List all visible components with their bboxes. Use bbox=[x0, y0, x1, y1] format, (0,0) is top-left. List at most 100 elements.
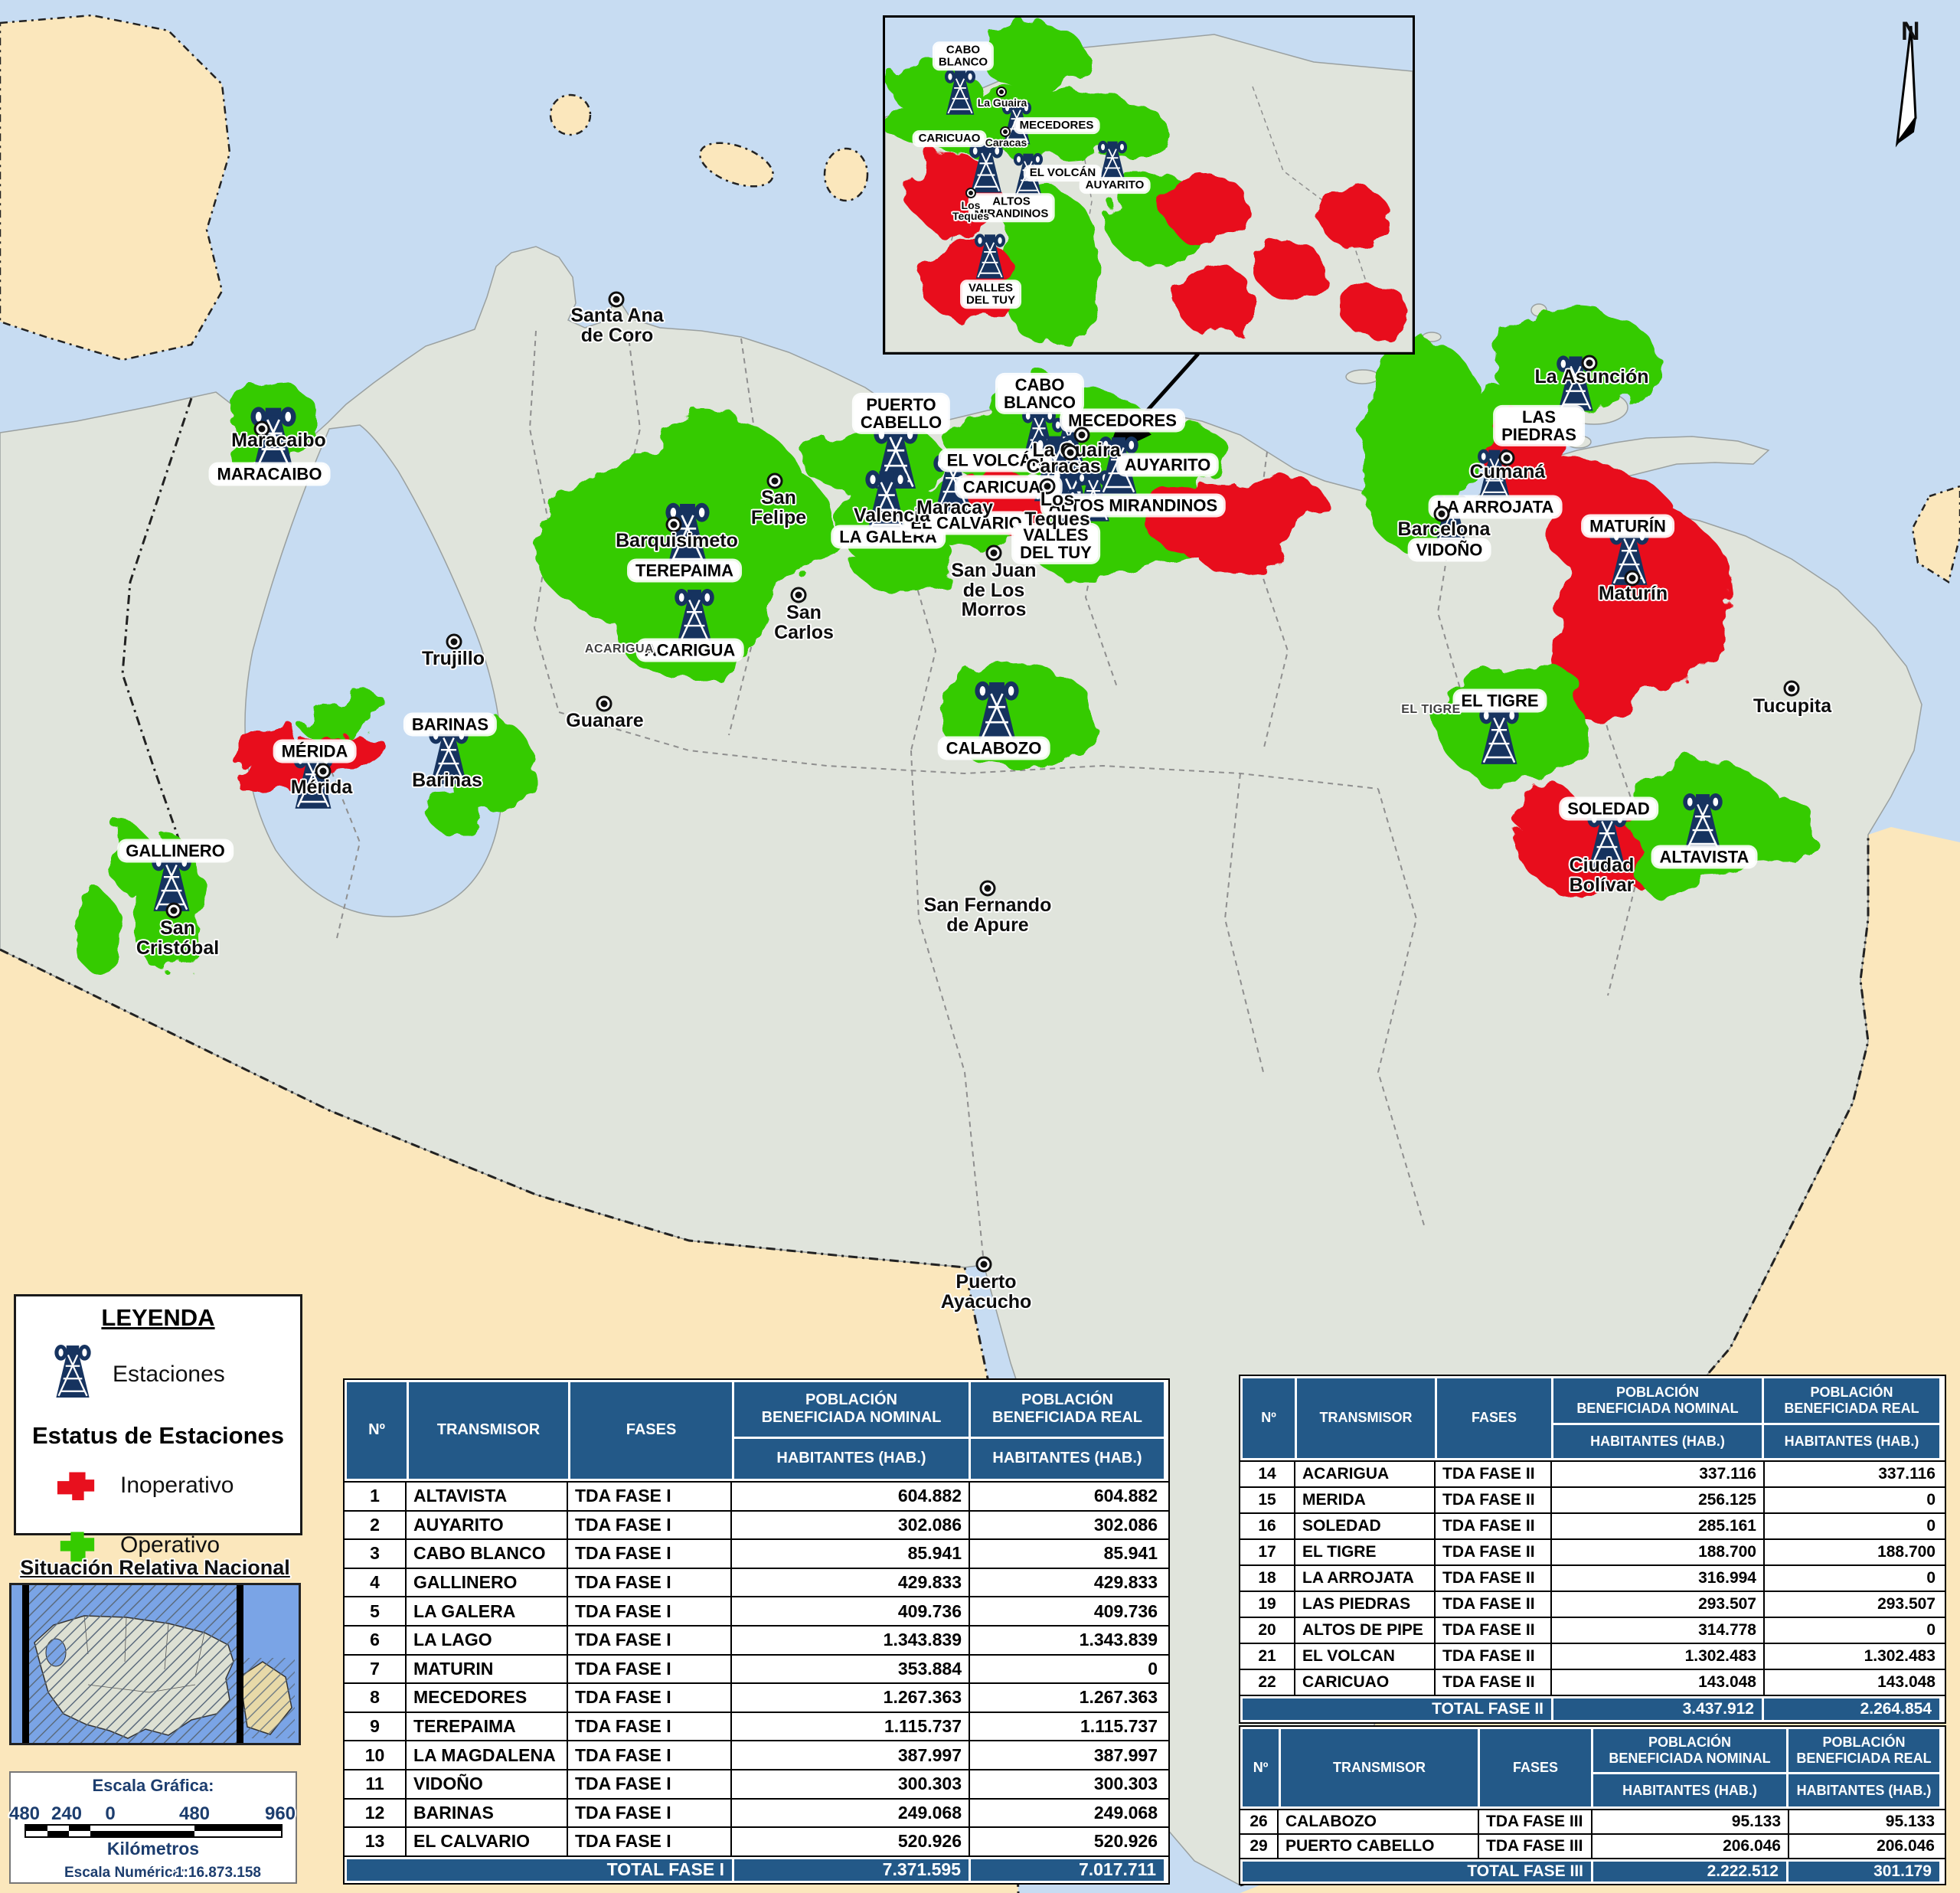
cell-real: 0 bbox=[1763, 1514, 1942, 1538]
header-cell-fases: FASES bbox=[1480, 1729, 1591, 1806]
table-row: 10 LA MAGDALENA TDA FASE I 387.997 387.997 bbox=[345, 1740, 1168, 1769]
table-fase-3: Nº TRANSMISOR FASES POBLACIÓN BENEFICIADA N… bbox=[1239, 1725, 1946, 1885]
coverage-operative-blob bbox=[78, 891, 118, 975]
table-row: 20 ALTOS DE PIPE TDA FASE II 314.778 0 bbox=[1240, 1617, 1945, 1643]
coverage-operative-blob bbox=[1001, 374, 1074, 430]
cell-no: 8 bbox=[370, 1687, 380, 1708]
scale-tick: 240 bbox=[51, 1803, 83, 1824]
coverage-inoperative-blob bbox=[1547, 502, 1654, 571]
cell-fases: TDA FASE I bbox=[567, 1655, 730, 1683]
total-real: 7.017.711 bbox=[971, 1859, 1164, 1881]
table-fase-2: Nº TRANSMISOR FASES POBLACIÓN BENEFICIADA N… bbox=[1239, 1375, 1946, 1724]
cell-nominal: 285.161 bbox=[1550, 1514, 1763, 1538]
header-col-real: POBLACIÓN BENEFICIADA REAL HABITANTES (HA… bbox=[1764, 1378, 1939, 1458]
cell-nominal: 300.303 bbox=[730, 1770, 969, 1798]
cell-transmisor: MECEDORES bbox=[405, 1684, 567, 1712]
cell-nominal: 206.046 bbox=[1591, 1835, 1788, 1858]
cell-no: 17 bbox=[1258, 1543, 1276, 1561]
coverage-inoperative-blob bbox=[1514, 786, 1583, 840]
cell-no: 15 bbox=[1258, 1491, 1276, 1509]
cell-no: 20 bbox=[1258, 1621, 1276, 1639]
coverage-operative-blob bbox=[981, 21, 1085, 91]
total-real: 2.264.854 bbox=[1764, 1698, 1939, 1720]
cell-fases: TDA FASE II bbox=[1434, 1540, 1550, 1564]
cell-nominal: 353.884 bbox=[730, 1655, 969, 1683]
cell-no: 2 bbox=[370, 1514, 380, 1535]
cell-no: 13 bbox=[364, 1831, 385, 1852]
table-total-row: TOTAL FASE II 3.437.912 2.264.854 bbox=[1240, 1695, 1945, 1722]
table-row: 13 EL CALVARIO TDA FASE I 520.926 520.926 bbox=[345, 1826, 1168, 1855]
cell-nominal: 302.086 bbox=[730, 1511, 969, 1539]
cell-transmisor: GALLINERO bbox=[405, 1568, 567, 1597]
coverage-inoperative-blob bbox=[906, 154, 998, 230]
cell-nominal: 1.302.483 bbox=[1550, 1644, 1763, 1669]
cell-real: 0 bbox=[1763, 1618, 1942, 1643]
scale-numeric-value: 1:16.873.158 bbox=[175, 1865, 261, 1881]
cell-nominal: 293.507 bbox=[1550, 1592, 1763, 1617]
table-row: 12 BARINAS TDA FASE I 249.068 249.068 bbox=[345, 1797, 1168, 1827]
cell-real: 429.833 bbox=[969, 1568, 1165, 1597]
header-cell-transmisor: TRANSMISOR bbox=[1297, 1378, 1435, 1458]
cell-nominal: 387.997 bbox=[730, 1741, 969, 1769]
coverage-inoperative-blob bbox=[1234, 477, 1326, 526]
north-arrow-icon bbox=[1895, 25, 1917, 148]
cell-no: 5 bbox=[370, 1600, 380, 1621]
cell-nominal: 1.115.737 bbox=[730, 1712, 969, 1741]
header-col-nominal: POBLACIÓN BENEFICIADA NOMINAL HABITANTES … bbox=[1593, 1729, 1786, 1806]
cell-no: 12 bbox=[364, 1802, 385, 1823]
inset-base bbox=[885, 18, 1413, 352]
total-nominal: 2.222.512 bbox=[1593, 1862, 1786, 1882]
cell-transmisor: CABO BLANCO bbox=[405, 1540, 567, 1568]
cell-transmisor: MERIDA bbox=[1294, 1488, 1434, 1512]
coverage-operative-blob bbox=[942, 662, 1095, 770]
cell-no: 11 bbox=[365, 1774, 384, 1794]
table-row: 9 TEREPAIMA TDA FASE I 1.115.737 1.115.737 bbox=[345, 1711, 1168, 1741]
cell-fases: TDA FASE II bbox=[1434, 1566, 1550, 1591]
header-cell-poblacion: POBLACIÓN BENEFICIADA NOMINAL bbox=[734, 1382, 969, 1437]
cell-transmisor: ALTOS DE PIPE bbox=[1294, 1618, 1434, 1643]
coverage-operative-blob bbox=[850, 530, 957, 591]
header-cell-habitantes: HABITANTES (HAB.) bbox=[734, 1438, 969, 1479]
cell-real: 188.700 bbox=[1763, 1540, 1942, 1564]
cell-real: 0 bbox=[1763, 1488, 1942, 1512]
cell-transmisor: LA MAGDALENA bbox=[405, 1741, 567, 1769]
coverage-operative-blob bbox=[744, 503, 836, 572]
scale-box: Escala Gráfica: 480 240 0 480 960 Kilóme… bbox=[9, 1771, 297, 1884]
cell-fases: TDA FASE I bbox=[567, 1626, 730, 1654]
table-fase-1: Nº TRANSMISOR FASES POBLACIÓN BENEFICIADA N… bbox=[343, 1378, 1170, 1885]
coverage-inoperative-blob bbox=[1256, 241, 1325, 299]
cell-fases: TDA FASE I bbox=[567, 1828, 730, 1855]
cell-real: 387.997 bbox=[969, 1741, 1165, 1769]
table-row: 16 SOLEDAD TDA FASE II 285.161 0 bbox=[1240, 1512, 1945, 1538]
scale-unit: Kilómetros bbox=[106, 1839, 200, 1859]
cell-fases: TDA FASE I bbox=[567, 1483, 730, 1510]
table-row: 19 LAS PIEDRAS TDA FASE II 293.507 293.507 bbox=[1240, 1591, 1945, 1617]
table-row: 6 LA LAGO TDA FASE I 1.343.839 1.343.839 bbox=[345, 1624, 1168, 1654]
cell-nominal: 188.700 bbox=[1550, 1540, 1763, 1564]
cell-no: 18 bbox=[1258, 1569, 1276, 1587]
legend-inoperativo-label: Inoperativo bbox=[120, 1473, 234, 1498]
coverage-inoperative-blob bbox=[231, 727, 302, 767]
header-cell-no: Nº bbox=[347, 1382, 407, 1479]
header-cell-habitantes: HABITANTES (HAB.) bbox=[1553, 1425, 1762, 1458]
cell-transmisor: CALABOZO bbox=[1277, 1810, 1478, 1833]
header-col-nominal: POBLACIÓN BENEFICIADA NOMINAL HABITANTES … bbox=[1553, 1378, 1762, 1458]
cell-real: 85.941 bbox=[969, 1540, 1165, 1568]
coverage-operative-blob bbox=[1363, 434, 1462, 549]
cell-fases: TDA FASE I bbox=[567, 1568, 730, 1597]
cell-no: 29 bbox=[1250, 1837, 1268, 1855]
cell-real: 95.133 bbox=[1788, 1810, 1942, 1833]
cell-nominal: 1.343.839 bbox=[730, 1626, 969, 1654]
cell-fases: TDA FASE I bbox=[567, 1540, 730, 1568]
table-row: 11 VIDOÑO TDA FASE I 300.303 300.303 bbox=[345, 1768, 1168, 1798]
cell-nominal: 249.068 bbox=[730, 1799, 969, 1827]
cell-nominal: 95.133 bbox=[1591, 1810, 1788, 1833]
situacion-mini-map bbox=[9, 1583, 301, 1745]
header-col-nominal: POBLACIÓN BENEFICIADA NOMINAL HABITANTES … bbox=[734, 1382, 969, 1479]
coverage-inoperative-blob bbox=[963, 469, 1024, 512]
header-cell-poblacion: POBLACIÓN BENEFICIADA REAL bbox=[1788, 1729, 1939, 1773]
cell-transmisor: ACARIGUA bbox=[1294, 1462, 1434, 1486]
scale-tick: 480 bbox=[8, 1803, 41, 1824]
cell-nominal: 143.048 bbox=[1550, 1670, 1763, 1695]
cell-transmisor: CARICUAO bbox=[1294, 1670, 1434, 1695]
